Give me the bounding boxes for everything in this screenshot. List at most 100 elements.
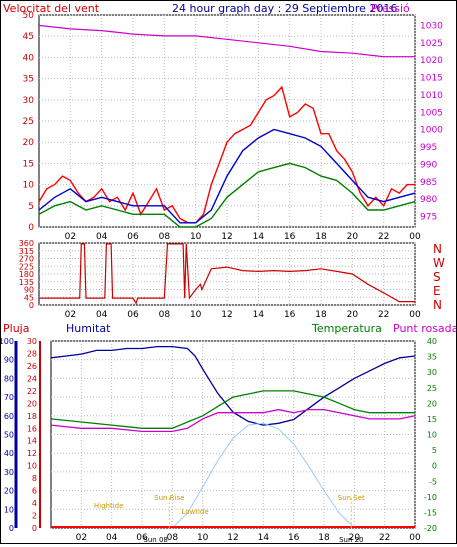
direction-tick-label: 270 [19,255,34,264]
x-tick-label: 18 [315,232,327,242]
x-tick-label: 00 [409,533,421,543]
rain-tick-label: 28 [27,349,37,358]
compass-label-s: S [433,270,441,284]
x-tick-label: 08 [167,533,179,543]
x-tick-label: 20 [347,310,359,320]
humidity-tick-label: 100 [1,337,14,346]
wind-tick-label: 40 [23,53,35,63]
event-marker-label: Sun 20 [339,536,363,543]
series-wind_low-line [38,162,416,228]
rain-tick-label: 22 [27,387,37,396]
pressure-tick-label: 1000 [420,126,443,136]
humidity-tick-label: 40 [4,449,14,458]
x-tick-label: 04 [96,310,108,320]
temperature-label: Temperatura [311,322,382,335]
pressure-tick-label: 995 [420,143,437,153]
rain-tick-label: 16 [27,424,37,433]
event-marker-label: Sun Set [338,494,365,502]
temperature-tick-label: 0 [432,462,437,471]
series-pressure-line [38,24,415,58]
wind-tick-label: 35 [23,75,34,85]
compass-label-e: E [433,284,441,298]
compass-label-w: W [433,256,445,270]
x-tick-label: 12 [221,310,232,320]
temperature-tick-label: -15 [424,508,437,517]
temperature-tick-label: 35 [427,353,437,362]
x-tick-label: 10 [197,533,209,543]
series-solar-line [171,422,355,529]
wind-tick-label: 30 [23,96,35,106]
x-tick-label: 02 [65,310,76,320]
rain-tick-label: 20 [27,399,37,408]
temperature-tick-label: 25 [427,384,437,393]
x-tick-label: 22 [379,533,390,543]
compass-label-n-bottom: N [433,298,442,312]
x-tick-label: 20 [347,232,359,242]
pressure-tick-label: 1025 [420,39,443,49]
rain-label: Pluja [3,322,29,335]
rain-tick-label: 30 [27,337,37,346]
temperature-tick-label: 30 [427,368,437,377]
event-marker-label: Sun 08 [143,536,167,543]
event-marker-label: Sun Rise [154,494,184,502]
x-tick-label: 08 [159,232,171,242]
humidity-tick-label: 20 [4,487,14,496]
rain-tick-label: 18 [27,412,37,421]
wind-direction-line [39,243,415,305]
dewpoint-label: Punt rosada [393,322,456,335]
event-marker-label: Lowtide [181,508,208,516]
temperature-tick-label: 5 [432,446,437,455]
x-tick-label: 12 [221,232,232,242]
x-tick-label: 02 [76,533,87,543]
series-wind_avg-line [38,128,416,224]
page-title: 24 hour graph day : 29 Septiembre 2016 [172,2,397,15]
x-tick-label: 10 [190,232,202,242]
pressure-tick-label: 990 [420,160,437,170]
pressure-tick-label: 1010 [420,91,443,101]
x-tick-label: 16 [284,310,296,320]
wind-tick-label: 25 [23,117,34,127]
rain-tick-label: 26 [27,362,37,371]
x-tick-label: 14 [253,232,265,242]
rain-tick-label: 24 [27,374,37,383]
wind-speed-label: Velocitat del vent [3,2,100,15]
direction-tick-label: 315 [19,247,34,256]
wind-tick-label: 15 [23,159,34,169]
wind-tick-label: 0 [28,223,34,233]
pressure-tick-label: 1015 [420,74,443,84]
temperature-tick-label: 20 [427,399,437,408]
temperature-tick-label: -10 [424,493,437,502]
humidity-label: Humitat [66,322,111,335]
pressure-tick-label: 985 [420,178,437,188]
x-tick-label: 00 [409,310,421,320]
temperature-tick-label: -20 [424,524,437,533]
rain-tick-label: 8 [32,474,37,483]
pressure-tick-label: 975 [420,213,437,223]
rain-tick-label: 4 [32,499,37,508]
wind-tick-label: 20 [23,138,35,148]
x-tick-label: 14 [253,310,265,320]
series-wind-line [38,85,415,224]
x-tick-label: 22 [378,310,389,320]
rain-tick-label: 14 [27,437,37,446]
x-tick-label: 04 [106,533,118,543]
series-humidity-line [50,345,416,426]
humidity-tick-label: 80 [4,374,14,383]
temperature-tick-label: 40 [427,337,437,346]
rain-tick-label: 2 [32,512,37,521]
wind-tick-label: 10 [23,181,35,191]
series-dewpoint-line [50,408,416,433]
rain-tick-label: 0 [32,524,37,533]
x-tick-label: 02 [65,232,76,242]
direction-tick-label: 180 [19,270,34,279]
direction-tick-label: 360 [19,239,34,248]
humidity-tick-label: 50 [4,431,14,440]
humidity-tick-label: 30 [4,468,14,477]
humidity-tick-label: 70 [4,393,14,402]
temperature-tick-label: 15 [427,415,437,424]
wind-tick-label: 45 [23,32,34,42]
